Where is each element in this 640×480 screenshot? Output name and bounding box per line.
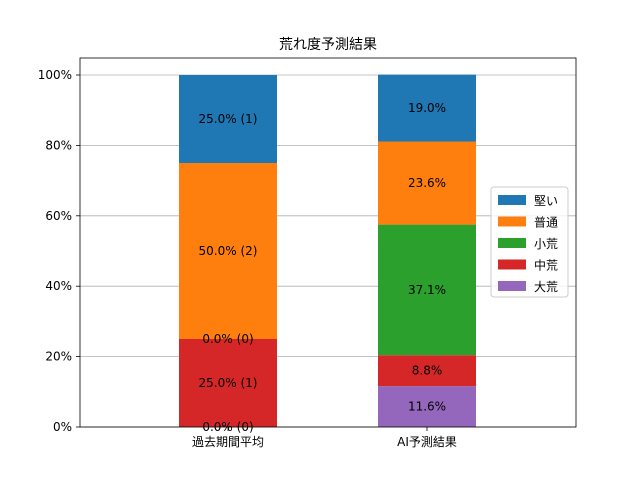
legend-label: 小荒: [534, 237, 558, 251]
legend-swatch: [498, 281, 526, 291]
legend-label: 中荒: [534, 258, 558, 273]
data-label: 25.0% (1): [199, 376, 258, 390]
bar-segment: [378, 386, 476, 427]
y-tick-label: 40%: [45, 279, 72, 293]
data-label: 50.0% (2): [199, 244, 258, 258]
y-tick-label: 80%: [45, 138, 72, 152]
legend-label: 普通: [534, 216, 558, 230]
bar-segment: [179, 163, 277, 339]
x-tick-label: AI予測結果: [397, 435, 457, 449]
chart-title: 荒れ度予測結果: [279, 37, 377, 53]
bars: [179, 74, 476, 427]
legend-swatch: [498, 259, 526, 270]
bar-segment: [378, 141, 476, 225]
y-axis: 0% 20% 40% 60% 80% 100%: [38, 68, 80, 434]
y-tick-label: 20%: [45, 350, 72, 364]
bar-segment: [378, 74, 476, 142]
bar-segment: [179, 75, 277, 163]
legend-swatch: [498, 238, 526, 248]
bar-segment: [179, 339, 277, 427]
data-label: 8.8%: [412, 364, 443, 378]
data-label: 0.0% (0): [202, 332, 253, 346]
legend-label: 堅い: [534, 194, 558, 208]
y-tick-label: 0%: [53, 420, 72, 434]
data-label: 37.1%: [408, 283, 446, 297]
legend-label: 大荒: [534, 280, 558, 294]
y-tick-label: 60%: [45, 209, 72, 223]
data-label: 25.0% (1): [199, 112, 258, 126]
x-axis: 過去期間平均 AI予測結果: [192, 427, 457, 449]
data-label: 23.6%: [408, 176, 446, 190]
legend-swatch: [498, 216, 526, 227]
bar-segment: [378, 224, 476, 356]
data-label: 11.6%: [408, 400, 446, 414]
plot-frame: [79, 57, 577, 428]
data-label: 19.0%: [408, 101, 446, 115]
y-tick-label: 100%: [38, 68, 72, 82]
x-tick-label: 過去期間平均: [192, 435, 264, 449]
bar-segment: [378, 355, 476, 387]
legend-swatch: [498, 195, 526, 205]
